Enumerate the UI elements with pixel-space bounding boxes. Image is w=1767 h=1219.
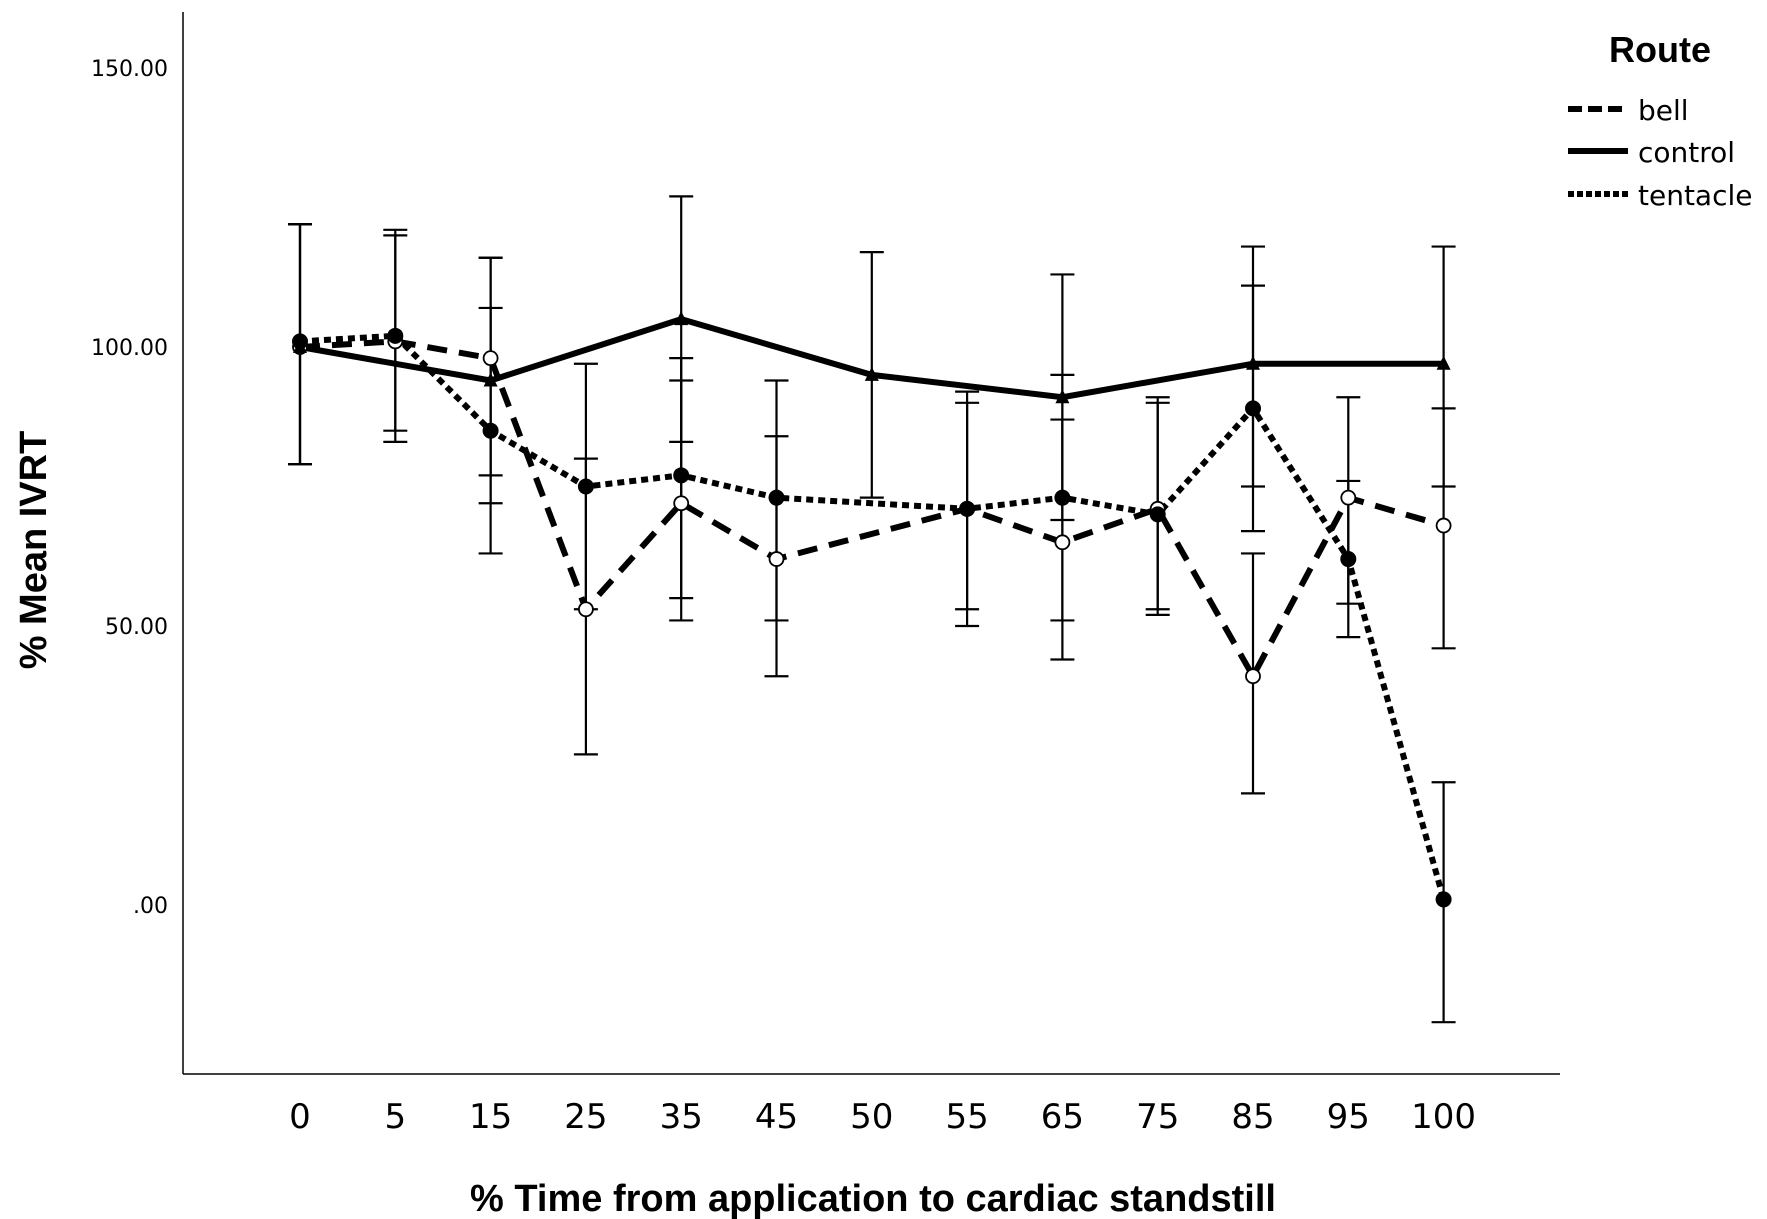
x-tick-label: 50: [850, 1097, 893, 1137]
data-point-bell: [482, 350, 499, 367]
data-point-tentacle: [387, 327, 404, 344]
legend: Route bell control tentacle: [1568, 29, 1753, 212]
y-tick-labels: .00 50.00 100.00 150.00: [91, 57, 168, 919]
legend-label-control: control: [1638, 136, 1735, 169]
data-point-tentacle: [1054, 489, 1071, 506]
data-point-bell: [1435, 517, 1452, 534]
y-axis-title: % Mean IVRT: [13, 431, 55, 670]
x-tick-label: 85: [1231, 1097, 1274, 1137]
data-point-control: [483, 372, 498, 387]
x-tick-label: 100: [1411, 1097, 1476, 1137]
error-bars: [288, 195, 1456, 1024]
x-tick-label: 55: [945, 1097, 988, 1137]
data-point-control: [1246, 355, 1260, 370]
data-point-tentacle: [673, 467, 690, 484]
data-point-bell: [1340, 489, 1357, 506]
x-tick-label: 25: [564, 1097, 607, 1137]
legend-title: Route: [1609, 29, 1711, 70]
data-point-control: [1436, 355, 1451, 370]
data-point-bell: [578, 601, 594, 618]
data-point-control: [674, 311, 689, 326]
x-tick-label: 5: [384, 1097, 406, 1137]
series-line-tentacle: [299, 332, 1447, 901]
data-point-tentacle: [1435, 891, 1452, 908]
data-point-bell: [1054, 534, 1071, 551]
data-point-control: [1055, 389, 1070, 404]
series-markers: [292, 311, 1452, 908]
x-tick-label: 95: [1327, 1097, 1370, 1137]
series-line-bell: [299, 338, 1445, 683]
data-point-tentacle: [768, 489, 785, 506]
data-point-control: [864, 366, 879, 381]
y-tick-label: 50.00: [105, 615, 168, 640]
x-tick-label: 35: [660, 1097, 703, 1137]
data-point-bell: [673, 495, 690, 512]
data-point-tentacle: [1245, 400, 1261, 417]
x-tick-label: 15: [469, 1097, 512, 1137]
data-point-tentacle: [292, 333, 308, 350]
data-point-tentacle: [1149, 506, 1166, 523]
data-point-tentacle: [959, 500, 976, 517]
x-tick-label: 45: [755, 1097, 798, 1137]
data-point-bell: [768, 551, 785, 567]
y-tick-label: 100.00: [91, 336, 168, 361]
x-tick-labels: 0 5 15 25 35 45 50 55 65 75 85 95 100: [289, 1097, 1476, 1137]
y-tick-label: .00: [133, 894, 168, 919]
x-tick-label: 0: [289, 1097, 311, 1137]
y-tick-label: 150.00: [91, 57, 168, 82]
x-tick-label: 75: [1136, 1097, 1179, 1137]
legend-label-bell: bell: [1638, 94, 1689, 127]
x-axis-title: % Time from application to cardiac stand…: [470, 1178, 1276, 1219]
axes: [182, 12, 1560, 1075]
data-point-tentacle: [482, 422, 499, 439]
data-point-bell: [1245, 668, 1261, 685]
data-point-tentacle: [577, 478, 594, 495]
legend-label-tentacle: tentacle: [1638, 179, 1753, 212]
x-tick-label: 65: [1041, 1097, 1084, 1137]
data-point-tentacle: [1340, 551, 1357, 568]
